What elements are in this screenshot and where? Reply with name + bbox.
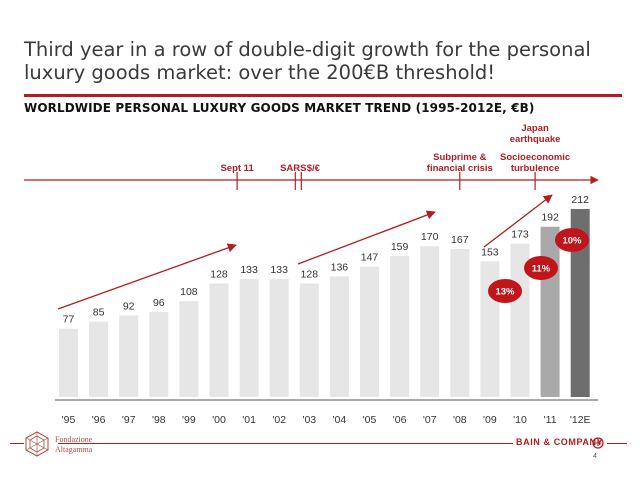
trend-arrow [57, 243, 237, 310]
headline: Third year in a row of double-digit grow… [24, 38, 624, 84]
chart-title: WORLDWIDE PERSONAL LUXURY GOODS MARKET T… [24, 101, 535, 115]
x-tick-label: '98 [152, 414, 166, 426]
growth-badge-label: 10% [562, 236, 582, 247]
headline-line-2: luxury goods market: over the 200€B thre… [24, 61, 496, 84]
x-tick-label: '07 [423, 414, 437, 426]
footer-rule-middle [58, 443, 513, 444]
trend-arrow [483, 194, 553, 248]
timeline-label-socio-1: Socioeconomic [500, 152, 570, 163]
x-tick-label: '09 [483, 414, 497, 426]
bar [390, 256, 410, 397]
timeline-label-sars: SARS [280, 163, 306, 174]
bar [360, 266, 379, 397]
bar [329, 276, 349, 397]
x-tick-label: '95 [62, 414, 76, 426]
bain-logo-icon [592, 437, 604, 449]
x-tick-label: '96 [92, 414, 106, 426]
x-tick-label: '03 [302, 414, 316, 426]
bar [450, 248, 470, 397]
x-tick-label: '00 [212, 414, 226, 426]
bar [570, 209, 590, 397]
value-label: 77 [63, 314, 75, 326]
altagamma-line-2: Altagamma [55, 445, 93, 454]
value-label: 212 [571, 194, 589, 206]
bar [239, 279, 259, 397]
x-tick-label: '05 [363, 414, 377, 426]
bar [420, 246, 440, 397]
growth-badge-label: 13% [495, 287, 515, 298]
timeline-label-currency: $/€ [307, 163, 321, 174]
value-label: 153 [481, 246, 499, 258]
timeline-label-subprime-1: Subprime & [433, 152, 486, 163]
x-tick-label: '99 [182, 414, 196, 426]
headline-line-1: Third year in a row of double-digit grow… [24, 38, 591, 61]
value-label: 173 [511, 229, 529, 241]
value-label: 128 [301, 268, 319, 280]
value-label: 167 [451, 234, 469, 246]
bar [269, 279, 289, 397]
growth-badge-label: 11% [532, 264, 551, 275]
x-tick-label: '11 [544, 414, 557, 426]
footer-rule-right [607, 443, 627, 444]
timeline-label-japan-2: earthquake [510, 134, 561, 145]
x-tick-label: '06 [393, 414, 407, 426]
growth-badge [524, 256, 558, 280]
timeline-label-socio-2: turbulence [511, 163, 560, 174]
title-rule [24, 94, 622, 97]
value-label: 96 [153, 297, 165, 309]
x-tick-label: '10 [513, 414, 527, 426]
bar [119, 315, 139, 397]
x-tick-label: '12E [570, 414, 591, 426]
x-tick-label: '02 [272, 414, 286, 426]
x-tick-label: '08 [453, 414, 467, 426]
value-label: 133 [240, 264, 258, 276]
value-label: 128 [210, 268, 228, 280]
value-label: 147 [361, 252, 379, 264]
bar [299, 283, 319, 397]
x-tick-label: '01 [242, 414, 256, 426]
value-label: 92 [123, 300, 135, 312]
page-number: 4 [593, 453, 597, 460]
value-label: 159 [391, 241, 409, 253]
altagamma-line-1: Fondazione [55, 435, 93, 444]
bar [540, 226, 560, 397]
bar [179, 301, 199, 397]
timeline-label-sept11: Sept 11 [220, 163, 254, 174]
bar [149, 311, 169, 397]
bar [59, 328, 78, 397]
timeline-label-japan-1: Japan [521, 123, 549, 134]
growth-badge [488, 279, 522, 303]
value-label: 192 [541, 212, 559, 224]
trend-arrow [297, 210, 436, 265]
bar [89, 321, 109, 397]
x-tick-label: '04 [333, 414, 347, 426]
timeline-label-subprime-2: financial crisis [427, 163, 493, 174]
bar [209, 283, 229, 397]
value-label: 136 [331, 261, 349, 273]
value-label: 170 [421, 231, 439, 243]
value-label: 108 [180, 286, 198, 298]
growth-badge [555, 228, 589, 252]
x-tick-label: '97 [122, 414, 136, 426]
footer-rule-left [10, 443, 24, 444]
altagamma-logo-icon [25, 431, 49, 457]
altagamma-logo-text: Fondazione Altagamma [55, 435, 92, 455]
bain-logo-text: BAIN & COMPANY [516, 437, 604, 447]
value-label: 133 [270, 264, 288, 276]
value-label: 85 [93, 307, 105, 319]
